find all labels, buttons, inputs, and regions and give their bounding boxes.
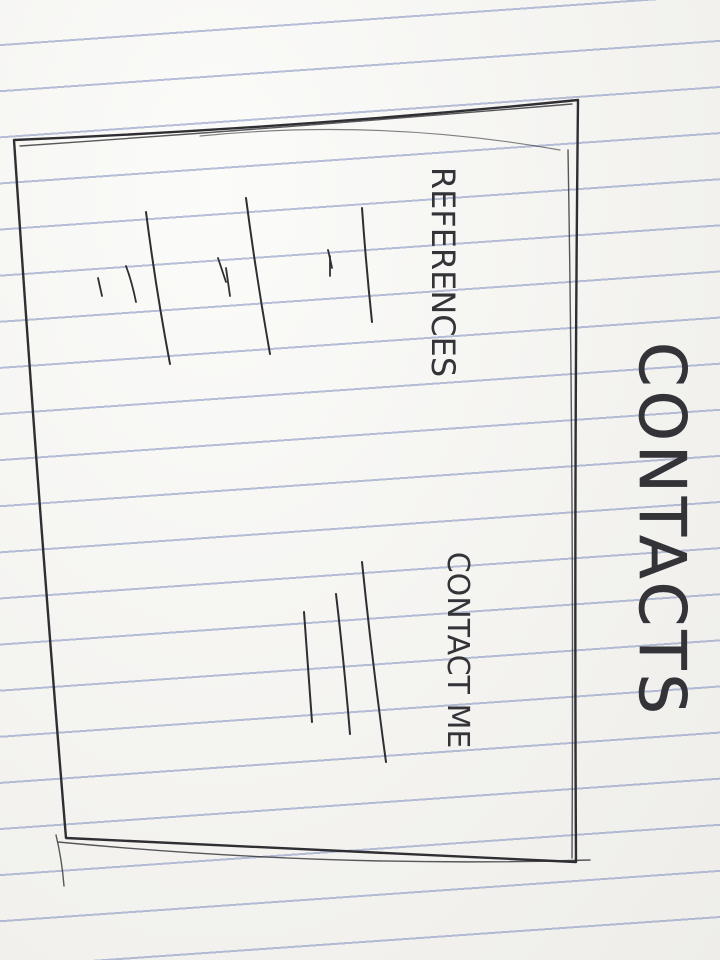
page-title: CONTACTS: [624, 342, 698, 718]
contact-me-heading: CONTACT ME: [440, 552, 475, 749]
title-group: CONTACTS: [624, 342, 699, 719]
contact-me-section: CONTACT ME: [303, 552, 475, 763]
page-frame: [12, 98, 591, 887]
reference-entry: [97, 211, 171, 365]
references-heading: REFERENCES: [424, 167, 462, 377]
reference-entry: [217, 197, 271, 355]
reference-entry: [327, 207, 373, 323]
references-section: REFERENCES: [97, 167, 462, 377]
contact-details-lines: [303, 561, 387, 763]
